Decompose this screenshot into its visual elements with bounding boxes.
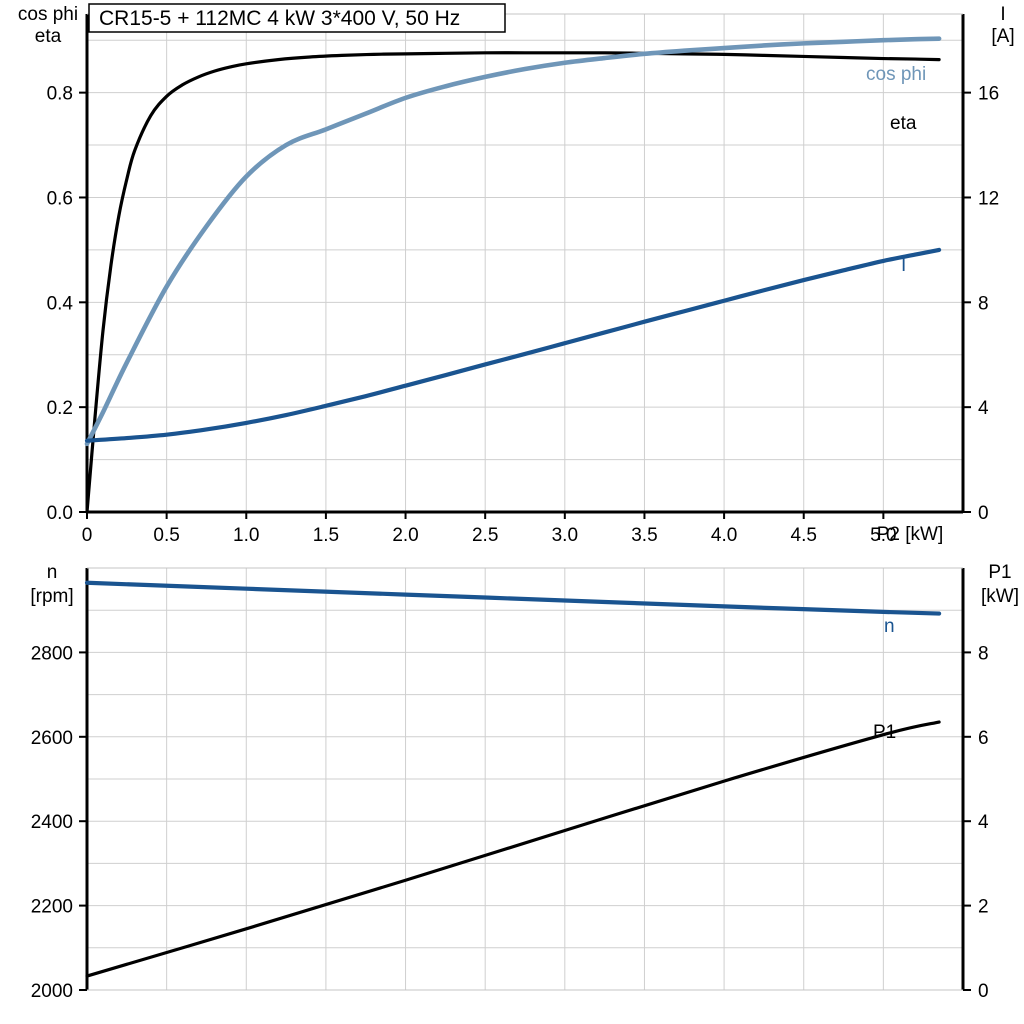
bottom-left-axis-title-line2: [rpm] [30,586,73,607]
x-tick-label: 2.0 [392,525,418,546]
top-x-axis-title: P2 [kW] [877,524,944,545]
x-tick-label: 4.5 [791,525,817,546]
y-tick-label-right: 8 [978,293,989,314]
y-tick-label-left: 0.0 [47,503,73,524]
chart-title-box [88,3,506,33]
curve-label-cos-phi: cos phi [866,64,926,85]
curve-label-eta: eta [890,113,917,134]
curve-P1 [85,720,941,978]
bottom-left-axis-title-line1: n [47,562,58,583]
top-chart-gridlines [87,14,963,512]
x-tick-label: 1.5 [313,525,339,546]
y-tick-label-right: 16 [978,84,999,105]
curve-cos-phi [84,36,942,447]
y-tick-label-left: 2800 [31,643,73,664]
y-tick-label-left: 2200 [31,897,73,918]
top-left-axis-title-line1: cos phi [18,4,78,25]
curve-label-current: I [901,255,906,276]
x-tick-label: 1.0 [233,525,259,546]
bottom-right-axis-title-line1: P1 [988,562,1011,583]
y-tick-label-right: 4 [978,812,989,833]
x-tick-label: 2.5 [472,525,498,546]
y-tick-label-right: 6 [978,728,989,749]
y-tick-label-left: 0.6 [47,188,73,209]
y-tick-label-right: 0 [978,503,989,524]
y-tick-label-left: 2600 [31,728,73,749]
curve-n [84,580,942,616]
top-chart: 0 0.5 1.0 1.5 2.0 2.5 3.0 3.5 4.0 4.5 5.0 0.0 0.2 0.4… [18,3,1015,546]
x-tick-label: 5.0 [870,525,896,546]
x-tick-label: 0 [82,525,93,546]
y-tick-label-left: 2000 [31,981,73,1002]
chart-title: CR15-5 + 112MC 4 kW 3*400 V, 50 Hz [99,7,460,30]
top-chart-ticks [79,91,971,519]
top-right-axis-title-line2: [A] [991,26,1014,47]
x-tick-label: 3.5 [631,525,657,546]
curve-I [84,247,942,443]
bottom-chart-tick-labels: 2000 2200 2400 2600 2800 0 2 4 6 8 [31,643,989,1002]
top-chart-curves [84,36,942,514]
bottom-chart-curves [84,580,942,978]
x-tick-label: 0.5 [153,525,179,546]
curve-eta [85,51,941,514]
y-tick-label-right: 8 [978,643,989,664]
bottom-chart: 2000 2200 2400 2600 2800 0 2 4 6 8 n P1 n [rpm] P… [30,562,1019,1002]
top-left-axis-title-line2: eta [35,26,62,47]
top-right-axis-title-line1: I [1000,4,1005,25]
x-tick-label: 3.0 [552,525,578,546]
curve-label-p1: P1 [873,722,896,743]
curve-label-speed: n [884,616,895,637]
y-tick-label-right: 12 [978,188,999,209]
y-tick-label-left: 0.8 [47,84,73,105]
top-chart-tick-labels: 0 0.5 1.0 1.5 2.0 2.5 3.0 3.5 4.0 4.5 5.0 0.0 0.2 0.4… [47,84,1000,546]
bottom-chart-gridlines [87,568,963,990]
bottom-right-axis-title-line2: [kW] [981,586,1019,607]
y-tick-label-left: 0.2 [47,398,73,419]
y-tick-label-right: 2 [978,897,989,918]
y-tick-label-right: 0 [978,981,989,1002]
y-tick-label-left: 0.4 [47,293,74,314]
y-tick-label-right: 4 [978,398,989,419]
y-tick-label-left: 2400 [31,812,73,833]
x-tick-label: 4.0 [711,525,737,546]
